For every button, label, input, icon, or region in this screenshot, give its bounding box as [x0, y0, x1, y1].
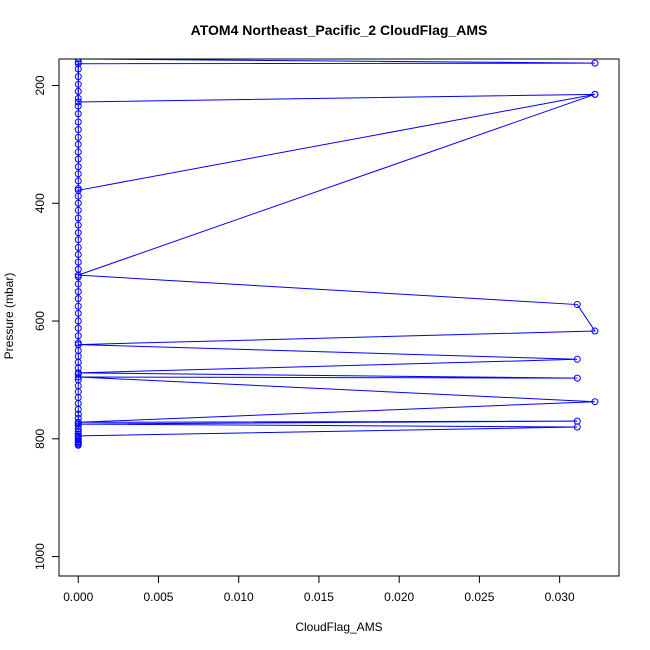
x-tick-label: 0.025 [464, 590, 494, 604]
data-point [74, 236, 82, 244]
data-point [74, 414, 82, 422]
data-point [74, 199, 82, 207]
data-point [591, 59, 599, 67]
data-point [74, 250, 82, 258]
data-point [591, 327, 599, 335]
data-point [573, 374, 581, 382]
data-point [74, 317, 82, 325]
data-point [573, 423, 581, 431]
data-point [74, 87, 82, 95]
y-tick-label: 1000 [33, 543, 47, 570]
data-point [74, 148, 82, 156]
x-tick-label: 0.030 [545, 590, 575, 604]
data-point [74, 163, 82, 171]
x-tick-label: 0.005 [143, 590, 173, 604]
data-point [74, 324, 82, 332]
data-point [74, 280, 82, 288]
series-group [74, 59, 599, 449]
data-point [74, 441, 82, 449]
data-point [74, 185, 82, 193]
y-axis-label: Pressure (mbar) [2, 273, 16, 360]
x-tick-label: 0.000 [63, 590, 93, 604]
data-point [74, 177, 82, 185]
data-point [74, 65, 82, 73]
data-point [74, 273, 82, 281]
y-tick-label: 200 [33, 75, 47, 95]
data-point [74, 309, 82, 317]
data-point [74, 59, 82, 66]
data-point [74, 332, 82, 340]
x-tick-label: 0.020 [384, 590, 414, 604]
data-point [74, 288, 82, 296]
data-point [74, 214, 82, 222]
y-tick-label: 800 [33, 428, 47, 448]
data-point [74, 339, 82, 347]
data-point [573, 301, 581, 309]
data-point [74, 192, 82, 200]
data-point [74, 155, 82, 163]
x-axis: 0.000 0.005 0.010 0.015 0.020 0.025 0.030 [63, 575, 575, 604]
data-point [74, 102, 82, 110]
plot-area [74, 59, 599, 449]
data-point [74, 425, 82, 433]
data-point [74, 229, 82, 237]
data-point [573, 355, 581, 363]
data-point [74, 73, 82, 81]
data-point [74, 405, 82, 413]
data-point [591, 90, 599, 98]
data-point [74, 265, 82, 273]
data-point [74, 110, 82, 118]
data-point [74, 410, 82, 418]
data-point [74, 221, 82, 229]
data-point [74, 118, 82, 126]
data-point [74, 170, 82, 178]
data-point [74, 126, 82, 134]
data-point [74, 295, 82, 303]
data-point [74, 133, 82, 141]
y-tick-label: 400 [33, 193, 47, 213]
data-point [591, 398, 599, 406]
x-tick-label: 0.010 [224, 590, 254, 604]
data-point [74, 206, 82, 214]
chart-title: ATOM4 Northeast_Pacific_2 CloudFlag_AMS [191, 22, 488, 38]
x-tick-label: 0.015 [304, 590, 334, 604]
data-point [74, 140, 82, 148]
data-point [74, 80, 82, 88]
data-point [74, 243, 82, 251]
x-axis-label: CloudFlag_AMS [295, 620, 382, 634]
data-point [74, 302, 82, 310]
y-tick-label: 600 [33, 311, 47, 331]
data-point [74, 94, 82, 102]
series-line [77, 59, 596, 437]
data-point [74, 258, 82, 266]
plot-frame [58, 58, 620, 577]
y-axis: 200 400 600 800 1000 [33, 75, 60, 570]
